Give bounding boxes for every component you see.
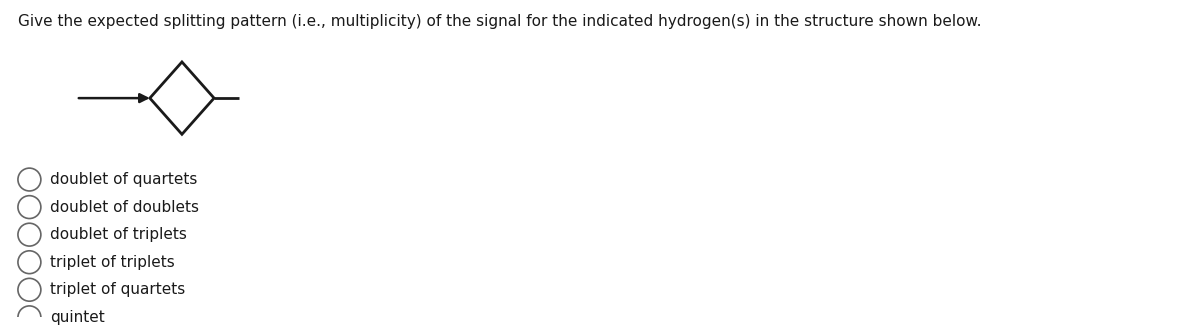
Text: triplet of quartets: triplet of quartets — [50, 282, 185, 297]
Text: doublet of doublets: doublet of doublets — [50, 200, 199, 215]
Text: triplet of triplets: triplet of triplets — [50, 255, 175, 270]
Text: quintet: quintet — [50, 310, 104, 325]
Text: Give the expected splitting pattern (i.e., multiplicity) of the signal for the i: Give the expected splitting pattern (i.e… — [18, 13, 982, 29]
Text: doublet of quartets: doublet of quartets — [50, 172, 198, 187]
Text: doublet of triplets: doublet of triplets — [50, 227, 187, 242]
